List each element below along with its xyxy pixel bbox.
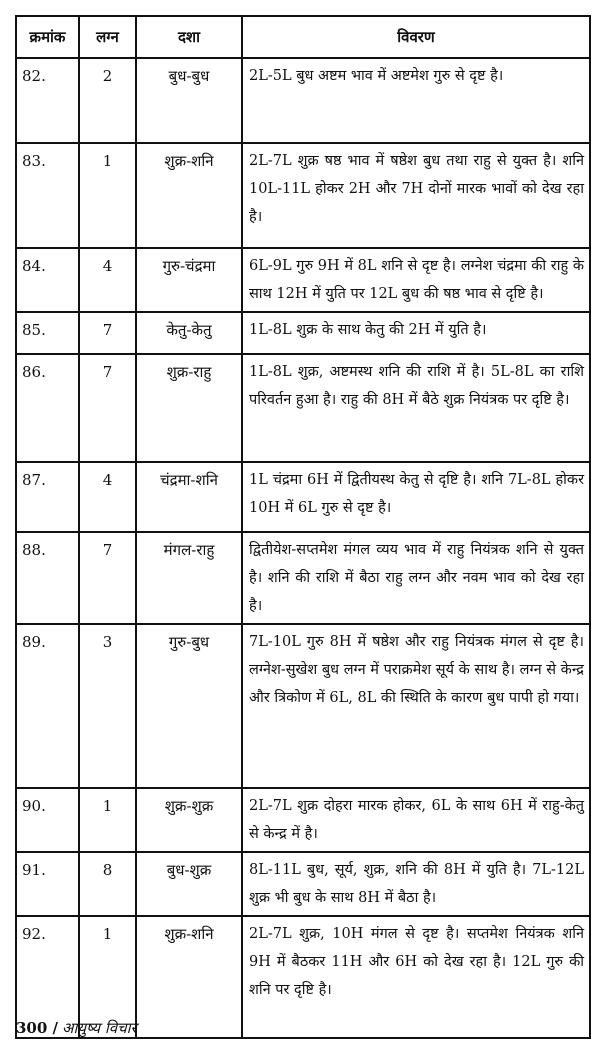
row-dasha: बुध-शुक्र	[135, 851, 243, 917]
row-lagna: 3	[78, 623, 137, 789]
row-description: 2L-7L शुक्र दोहरा मारक होकर, 6L के साथ 6…	[241, 787, 591, 853]
table-row: 89. 3 गुरु-बुध 7L-10L गुरु 8H में षष्ठेश और…	[15, 623, 591, 789]
row-lagna: 8	[78, 851, 137, 917]
row-dasha: शुक्र-राहु	[135, 353, 243, 463]
row-serial: 87.	[15, 461, 80, 533]
row-lagna: 4	[78, 247, 137, 313]
row-lagna: 1	[78, 915, 137, 1039]
row-serial: 89.	[15, 623, 80, 789]
table-row: 82. 2 बुध-बुध 2L-5L बुध अष्टम भाव में अष्टम…	[15, 57, 591, 144]
row-description: द्वितीयेश-सप्तमेश मंगल व्यय भाव में राहु…	[241, 531, 591, 625]
row-serial: 83.	[15, 142, 80, 249]
table-row: 87. 4 चंद्रमा-शनि 1L चंद्रमा 6H में द्वितीय…	[15, 461, 591, 533]
row-dasha: गुरु-बुध	[135, 623, 243, 789]
row-dasha: शुक्र-शुक्र	[135, 787, 243, 853]
row-description: 1L-8L शुक्र, अष्टमस्थ शनि की राशि में है…	[241, 353, 591, 463]
row-serial: 92.	[15, 915, 80, 1039]
header-row: क्रमांक लग्न दशा विवरण	[15, 15, 591, 59]
header-serial: क्रमांक	[15, 15, 80, 59]
row-serial: 88.	[15, 531, 80, 625]
row-dasha: केतु-केतु	[135, 311, 243, 355]
row-dasha: मंगल-राहु	[135, 531, 243, 625]
row-serial: 84.	[15, 247, 80, 313]
row-description: 2L-7L शुक्र, 10H मंगल से दृष्ट है। सप्तम…	[241, 915, 591, 1039]
row-serial: 91.	[15, 851, 80, 917]
row-lagna: 7	[78, 311, 137, 355]
row-description: 6L-9L गुरु 9H में 8L शनि से दृष्ट है। लग…	[241, 247, 591, 313]
header-lagna: लग्न	[78, 15, 137, 59]
table-row: 88. 7 मंगल-राहु द्वितीयेश-सप्तमेश मंगल व्यय…	[15, 531, 591, 625]
row-lagna: 1	[78, 142, 137, 249]
page-footer: 300 /आयुष्य विचार	[16, 1018, 137, 1038]
row-dasha: गुरु-चंद्रमा	[135, 247, 243, 313]
table-row: 90. 1 शुक्र-शुक्र 2L-7L शुक्र दोहरा मारक हो…	[15, 787, 591, 853]
row-description: 2L-5L बुध अष्टम भाव में अष्टमेश गुरु से …	[241, 57, 591, 144]
row-dasha: शुक्र-शनि	[135, 142, 243, 249]
row-description: 1L चंद्रमा 6H में द्वितीयस्थ केतु से दृष…	[241, 461, 591, 533]
row-lagna: 2	[78, 57, 137, 144]
row-lagna: 7	[78, 353, 137, 463]
table-row: 86. 7 शुक्र-राहु 1L-8L शुक्र, अष्टमस्थ शनि …	[15, 353, 591, 463]
row-serial: 86.	[15, 353, 80, 463]
header-description: विवरण	[241, 15, 591, 59]
row-serial: 82.	[15, 57, 80, 144]
row-description: 1L-8L शुक्र के साथ केतु की 2H में युति ह…	[241, 311, 591, 355]
astrology-table: क्रमांक लग्न दशा विवरण 82. 2 बुध-बुध 2L-5L …	[15, 15, 591, 1039]
header-dasha: दशा	[135, 15, 243, 59]
row-lagna: 1	[78, 787, 137, 853]
row-description: 8L-11L बुध, सूर्य, शुक्र, शनि की 8H में …	[241, 851, 591, 917]
row-serial: 85.	[15, 311, 80, 355]
row-lagna: 4	[78, 461, 137, 533]
row-description: 7L-10L गुरु 8H में षष्ठेश और राहु नियंत्…	[241, 623, 591, 789]
table-row: 92. 1 शुक्र-शनि 2L-7L शुक्र, 10H मंगल से दृ…	[15, 915, 591, 1039]
row-lagna: 7	[78, 531, 137, 625]
table-row: 91. 8 बुध-शुक्र 8L-11L बुध, सूर्य, शुक्र, श…	[15, 851, 591, 917]
row-description: 2L-7L शुक्र षष्ठ भाव में षष्ठेश बुध तथा …	[241, 142, 591, 249]
row-dasha: चंद्रमा-शनि	[135, 461, 243, 533]
row-dasha: शुक्र-शनि	[135, 915, 243, 1039]
page-number: 300 /	[16, 1019, 59, 1037]
table-row: 83. 1 शुक्र-शनि 2L-7L शुक्र षष्ठ भाव में षष…	[15, 142, 591, 249]
table-row: 84. 4 गुरु-चंद्रमा 6L-9L गुरु 9H में 8L शनि…	[15, 247, 591, 313]
book-title: आयुष्य विचार	[62, 1019, 137, 1037]
table-row: 85. 7 केतु-केतु 1L-8L शुक्र के साथ केतु की …	[15, 311, 591, 355]
row-dasha: बुध-बुध	[135, 57, 243, 144]
row-serial: 90.	[15, 787, 80, 853]
